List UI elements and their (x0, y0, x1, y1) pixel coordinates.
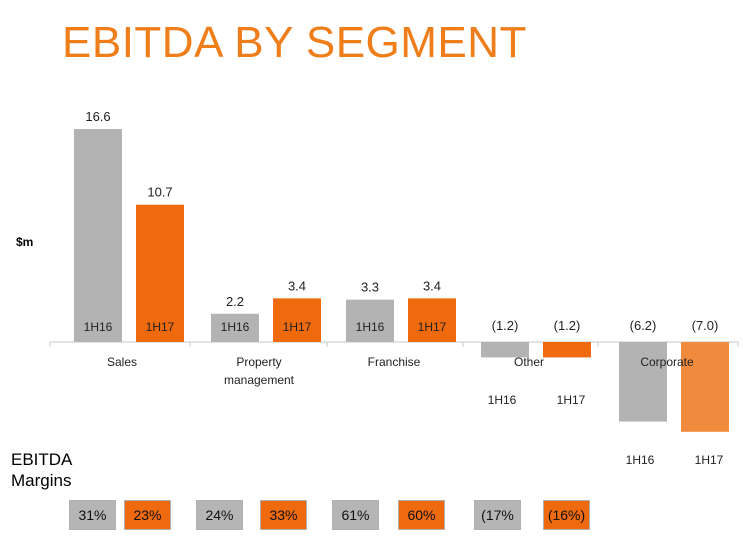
bar-1h16-2 (346, 299, 394, 342)
category-label-3: Other (514, 355, 544, 369)
margin-property-1h16: 24% (196, 500, 243, 530)
data-label-1h16-2: 3.3 (361, 280, 379, 295)
data-label-1h16-4: (6.2) (630, 318, 657, 333)
series-label-1h17-0: 1H17 (146, 320, 175, 334)
bar-chart: 16.6 1H16 10.7 1H17 Sales 2.2 1H16 3.4 1H17 Prope… (49, 109, 739, 467)
series-label-1h17-3: 1H17 (557, 393, 586, 407)
bar-1h16-3 (481, 342, 529, 358)
bar-1h17-1 (273, 298, 321, 342)
margin-other-1h16: (17% (474, 500, 521, 530)
series-label-1h16-4: 1H16 (626, 453, 655, 467)
bar-1h16-4 (619, 342, 667, 422)
data-label-1h16-0: 16.6 (85, 109, 110, 124)
y-axis-label: $m (16, 235, 34, 249)
category-label-1-line-0: Property (236, 355, 281, 369)
data-label-1h17-3: (1.2) (554, 318, 581, 333)
margin-sales-1h17: 23% (124, 500, 171, 530)
category-label-2: Franchise (368, 355, 421, 369)
bar-1h17-0 (136, 204, 184, 342)
data-label-1h16-1: 2.2 (226, 294, 244, 309)
series-label-1h16-2: 1H16 (356, 320, 385, 334)
bar-1h16-0 (74, 129, 122, 342)
category-label-0: Sales (107, 355, 137, 369)
series-label-1h16-0: 1H16 (84, 320, 113, 334)
data-label-1h17-4: (7.0) (692, 318, 719, 333)
margins-heading: EBITDA Margins (11, 449, 72, 491)
category-label-1-line-1: management (224, 373, 295, 387)
margin-franchise-1h16: 61% (332, 500, 379, 530)
category-label-4: Corporate (640, 355, 694, 369)
bar-1h17-3 (543, 342, 591, 358)
series-label-1h17-2: 1H17 (418, 320, 447, 334)
data-label-1h17-1: 3.4 (288, 278, 306, 293)
series-label-1h17-1: 1H17 (283, 320, 312, 334)
series-label-1h17-4: 1H17 (695, 453, 724, 467)
data-label-1h17-2: 3.4 (423, 278, 441, 293)
margins-heading-line-2: Margins (11, 471, 72, 490)
margin-sales-1h16: 31% (69, 500, 116, 530)
data-label-1h16-3: (1.2) (492, 318, 519, 333)
bar-1h17-2 (408, 298, 456, 342)
margins-heading-line-1: EBITDA (11, 450, 73, 469)
margin-other-1h17: (16%) (543, 500, 590, 530)
margin-property-1h17: 33% (260, 500, 307, 530)
chart-title: EBITDA BY SEGMENT (62, 18, 527, 67)
series-label-1h16-1: 1H16 (221, 320, 250, 334)
data-label-1h17-0: 10.7 (147, 185, 172, 200)
series-label-1h16-3: 1H16 (488, 393, 517, 407)
bar-1h16-1 (211, 313, 259, 342)
margins-row: 31% 23% 24% 33% 61% 60% (17% (16%) (0, 500, 743, 532)
bar-1h17-4 (681, 342, 729, 432)
margin-franchise-1h17: 60% (398, 500, 445, 530)
